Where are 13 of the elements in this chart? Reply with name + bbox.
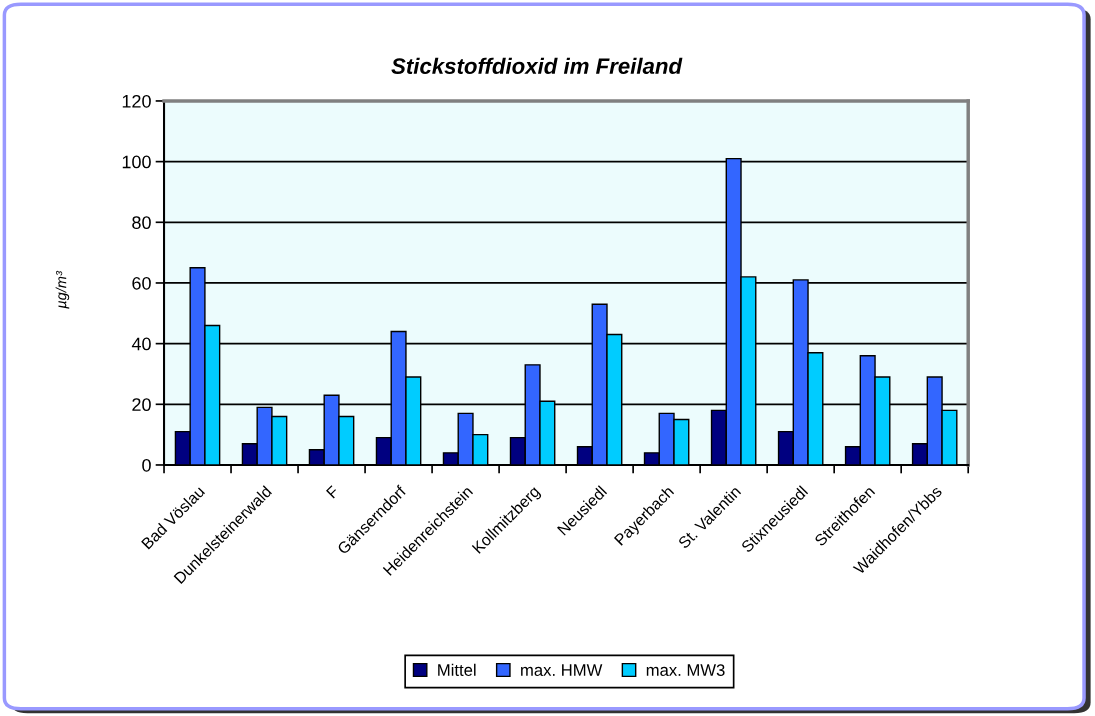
- legend-label: max. MW3: [646, 664, 725, 676]
- legend-label: Mittel: [438, 663, 476, 676]
- x-tick-label: F: [326, 485, 340, 499]
- y-tick-label: 80: [132, 216, 151, 230]
- y-tick-label: 0: [142, 458, 151, 472]
- chart-title: Stickstoffdioxid im Freiland: [391, 57, 683, 74]
- y-tick-label: 120: [122, 94, 151, 108]
- legend-label: max. HMW: [521, 664, 603, 676]
- y-axis-title: µg/m³: [55, 270, 70, 309]
- y-tick-label: 20: [132, 398, 151, 412]
- y-tick-label: 60: [132, 276, 151, 290]
- y-tick-label: 100: [122, 155, 151, 169]
- y-tick-label: 40: [131, 337, 151, 351]
